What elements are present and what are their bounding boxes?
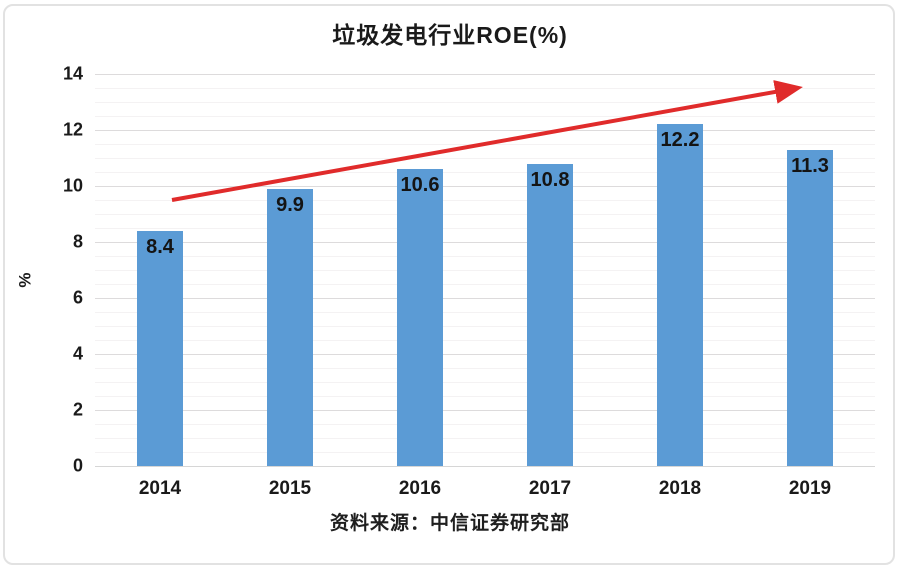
bar-value-label: 8.4 <box>146 235 174 258</box>
minor-gridline <box>95 396 875 397</box>
minor-gridline <box>95 284 875 285</box>
x-tick-label-2014: 2014 <box>138 478 182 499</box>
y-tick-label: 4 <box>72 343 83 364</box>
y-tick-label: 12 <box>62 119 83 140</box>
major-gridline <box>95 186 875 187</box>
minor-gridline <box>95 256 875 257</box>
minor-gridline <box>95 172 875 173</box>
minor-gridline <box>95 424 875 425</box>
minor-gridline <box>95 116 875 117</box>
minor-gridline <box>95 368 875 369</box>
source-caption: 资料来源：中信证券研究部 <box>329 513 570 534</box>
bar-2018: 12.2 <box>657 124 703 466</box>
major-gridline <box>95 130 875 131</box>
minor-gridline <box>95 214 875 215</box>
bar-2014: 8.4 <box>137 230 183 466</box>
x-tick-label-2017: 2017 <box>528 478 572 499</box>
x-tick-label-2018: 2018 <box>658 478 702 499</box>
minor-gridline <box>95 270 875 271</box>
y-tick-label: 10 <box>62 175 83 196</box>
y-tick-label: 0 <box>72 455 83 476</box>
bar-value-label: 10.6 <box>400 174 440 197</box>
major-gridline <box>95 466 875 467</box>
minor-gridline <box>95 102 875 103</box>
x-tick-label-2016: 2016 <box>398 478 442 499</box>
minor-gridline <box>95 326 875 327</box>
y-axis-label: % <box>15 272 35 288</box>
minor-gridline <box>95 312 875 313</box>
bar-value-label: 10.8 <box>530 168 570 191</box>
y-tick-label: 2 <box>72 399 83 420</box>
major-gridline <box>95 354 875 355</box>
y-tick-label: 6 <box>72 287 83 308</box>
bar-2016: 10.6 <box>397 169 443 466</box>
major-gridline <box>95 242 875 243</box>
bar-value-label: 12.2 <box>660 129 700 152</box>
y-tick-label: 8 <box>72 231 83 252</box>
bar-2019: 11.3 <box>787 149 833 466</box>
minor-gridline <box>95 200 875 201</box>
bar-2015: 9.9 <box>267 188 313 466</box>
x-tick-label-2015: 2015 <box>268 478 312 499</box>
bar-value-label: 9.9 <box>276 193 304 216</box>
major-gridline <box>95 74 875 75</box>
bar-value-label: 11.3 <box>791 154 829 177</box>
x-tick-label-2019: 2019 <box>788 478 832 499</box>
minor-gridline <box>95 452 875 453</box>
trend-arrow <box>171 80 803 202</box>
minor-gridline <box>95 340 875 341</box>
minor-gridline <box>95 88 875 89</box>
minor-gridline <box>95 228 875 229</box>
minor-gridline <box>95 438 875 439</box>
plot-area: 8.4 9.9 10.6 10.8 12.2 11.3 <box>95 74 875 467</box>
chart-title: 垃圾发电行业ROE(%) <box>332 22 568 48</box>
minor-gridline <box>95 158 875 159</box>
y-tick-label: 14 <box>62 63 83 84</box>
major-gridline <box>95 298 875 299</box>
minor-gridline <box>95 382 875 383</box>
bar-2017: 10.8 <box>527 163 573 466</box>
major-gridline <box>95 410 875 411</box>
